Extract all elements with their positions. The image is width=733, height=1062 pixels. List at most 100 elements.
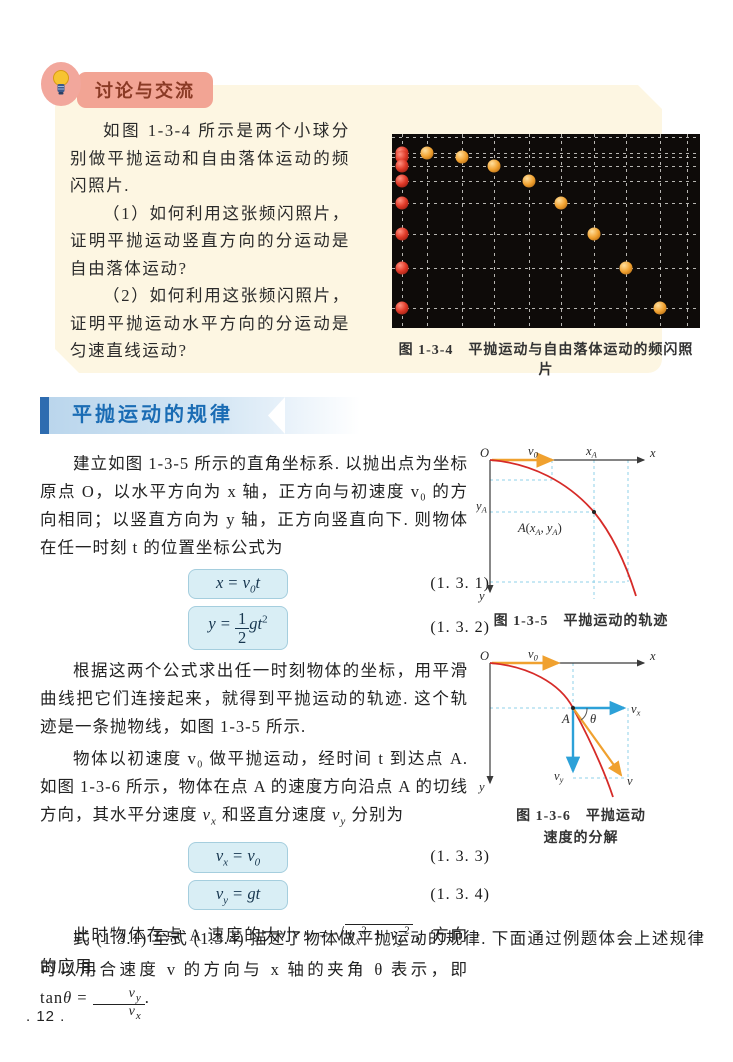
formula-1-3-2: y = 1 2 gt2 [188,606,288,650]
grid-line-horizontal [392,180,700,182]
v-vector [572,707,623,777]
grid-line-vertical [560,134,562,328]
strobe-photo [392,134,700,328]
y-axis-label: y [477,780,485,794]
strobe-ball-orange [587,227,601,241]
strobe-ball-orange [455,150,469,163]
radical-sign: √ [334,924,345,945]
body-paragraph-5: 式 (1.3.1) 至式 (1.3.4) 描述了物体做平抛运动的规律. 下面通过… [40,929,705,976]
velocity-decomposition-diagram: O x y v0 A θ vx vy v [477,647,656,798]
formula-1-3-3: vx = v0 [188,842,288,873]
strobe-ball-red [395,301,409,315]
strobe-photo-figure: 图 1-3-4 平抛运动与自由落体运动的频闪照片 [392,134,700,379]
v0-label: v0 [528,647,539,663]
banner-dark-edge [40,397,49,434]
fraction-vy-vx: vy vx [92,986,145,1023]
grid-line-vertical [494,134,496,328]
dashed-guides [490,663,629,779]
strobe-ball-red [395,227,409,241]
figure-1-3-4-caption: 图 1-3-4 平抛运动与自由落体运动的频闪照片 [398,343,694,378]
figure-1-3-6-caption: 图 1-3-6 平抛运动 速度的分解 [516,809,646,846]
strobe-ball-orange [619,261,633,275]
xA-label: xA [585,444,598,460]
grid-line-horizontal [392,136,700,138]
x-axis-label: x [649,446,656,460]
panel-corner-cut [638,85,662,109]
grid-line-horizontal [392,203,700,205]
vx-label: vx [631,702,641,718]
strobe-ball-orange [522,174,536,188]
strobe-ball-red [395,196,409,210]
discussion-question-1: （1）如何利用这张频闪照片，证明平抛运动竖直方向的分运动是自由落体运动? [70,203,350,278]
grid-line-horizontal [392,153,700,154]
figure-1-3-5: O x y v0 xA yA A(xA, yA) 图 1-3-5 平抛运动的轨迹 [474,444,686,633]
strobe-ball-orange [420,146,434,160]
grid-line-vertical [687,134,689,328]
formula-row-4: vy = gt (1. 3. 4) [188,879,490,910]
origin-label: O [480,649,489,663]
discussion-question-2: （2）如何利用这张频闪照片，证明平抛运动水平方向的分运动是匀速直线运动? [70,286,350,360]
strobe-ball-red [395,261,409,275]
trajectory-diagram: O x y v0 xA yA A(xA, yA) [474,444,656,603]
origin-label: O [480,446,489,460]
grid-line-horizontal [392,165,700,167]
theta-angle-arc [580,707,588,721]
grid-line-horizontal [392,233,700,235]
grid-line-vertical [426,134,428,328]
v-label: v [627,774,633,788]
trajectory-curve [489,459,637,597]
equation-number-1: (1. 3. 1) [430,575,490,593]
section-banner: 平抛运动的规律 [40,397,360,434]
point-A-label: A [561,712,570,726]
panel-corner-cut [55,349,79,373]
vy-label: vy [554,769,564,785]
strobe-ball-orange [653,301,667,315]
formula-row-2: y = 1 2 gt2 (1. 3. 2) [188,606,490,650]
v0-label: v0 [528,444,539,460]
strobe-ball-orange [487,159,501,173]
discussion-paragraph: 如图 1-3-4 所示是两个小球分别做平抛运动和自由落体运动的频闪照片. [70,121,350,195]
grid-line-horizontal [392,156,700,158]
main-content: 建立如图 1-3-5 所示的直角坐标系. 以抛出点为坐标原点 O，以水平方向为 … [40,444,708,1027]
grid-line-vertical [660,134,662,328]
theta-label: θ [590,712,596,726]
strobe-ball-red [395,174,409,188]
yA-label: yA [476,499,488,515]
figure-1-3-5-caption: 图 1-3-5 平抛运动的轨迹 [493,614,669,629]
figure-column: O x y v0 xA yA A(xA, yA) 图 1-3-5 平抛运动的轨迹 [474,444,686,850]
strobe-ball-red [395,159,409,173]
body-paragraph-4: 此时物体在点 A 速度的大小 v = √ vx2 + vy2 ，方向可以用合速度 v 的… [40,924,468,1023]
formula-1-3-4: vy = gt [188,879,288,910]
body-paragraph-1: 建立如图 1-3-5 所示的直角坐标系. 以抛出点为坐标原点 O，以水平方向为 … [40,454,468,557]
point-A [592,510,596,514]
trajectory-curve [489,662,614,798]
equation-number-3: (1. 3. 3) [430,848,490,866]
formula-1-3-1: x = v0t [188,569,288,600]
equation-number-4: (1. 3. 4) [430,885,490,903]
dashed-guides [490,460,629,599]
strobe-ball-orange [554,196,568,210]
grid-line-horizontal [392,268,700,270]
page-number: . 12 . [26,1008,66,1025]
discussion-panel: 如图 1-3-4 所示是两个小球分别做平抛运动和自由落体运动的频闪照片. （1）… [55,85,700,378]
grid-line-vertical [461,134,463,328]
section-title: 平抛运动的规律 [72,404,233,426]
discussion-section: 讨论与交流 如图 1-3-4 所示是两个小球分别做平抛运动和自由落体运动的频闪照… [41,62,700,378]
lightbulb-glyph [53,70,69,95]
lightbulb-icon [41,62,81,106]
body-paragraph-3: 物体以初速度 v₀ 做平抛运动，经时间 t 到达点 A. 如图 1-3-6 所示… [40,748,468,828]
discussion-tab-title: 讨论与交流 [77,72,213,108]
equation-number-2: (1. 3. 2) [430,619,490,637]
point-A [571,706,575,710]
point-A-coordinates-label: A(xA, yA) [517,521,562,537]
radicand: vx2 + vy2 [345,924,413,948]
banner-chevron-notch [268,397,285,434]
y-axis-label: y [477,589,485,603]
formula-row-1: x = v0t (1. 3. 1) [188,569,490,600]
grid-line-vertical [529,134,531,328]
x-axis-label: x [649,649,656,663]
figure-1-3-6: O x y v0 A θ vx vy v 图 1-3-6 平抛运动 速度的分解 [476,647,686,850]
body-paragraph-2: 根据这两个公式求出任一时刻物体的坐标，用平滑曲线把它们连接起来，就得到平抛运动的… [40,660,468,736]
